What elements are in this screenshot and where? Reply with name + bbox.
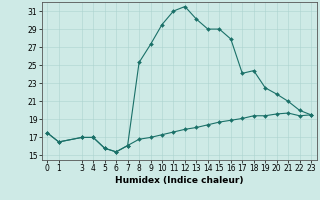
X-axis label: Humidex (Indice chaleur): Humidex (Indice chaleur) [115, 176, 244, 185]
